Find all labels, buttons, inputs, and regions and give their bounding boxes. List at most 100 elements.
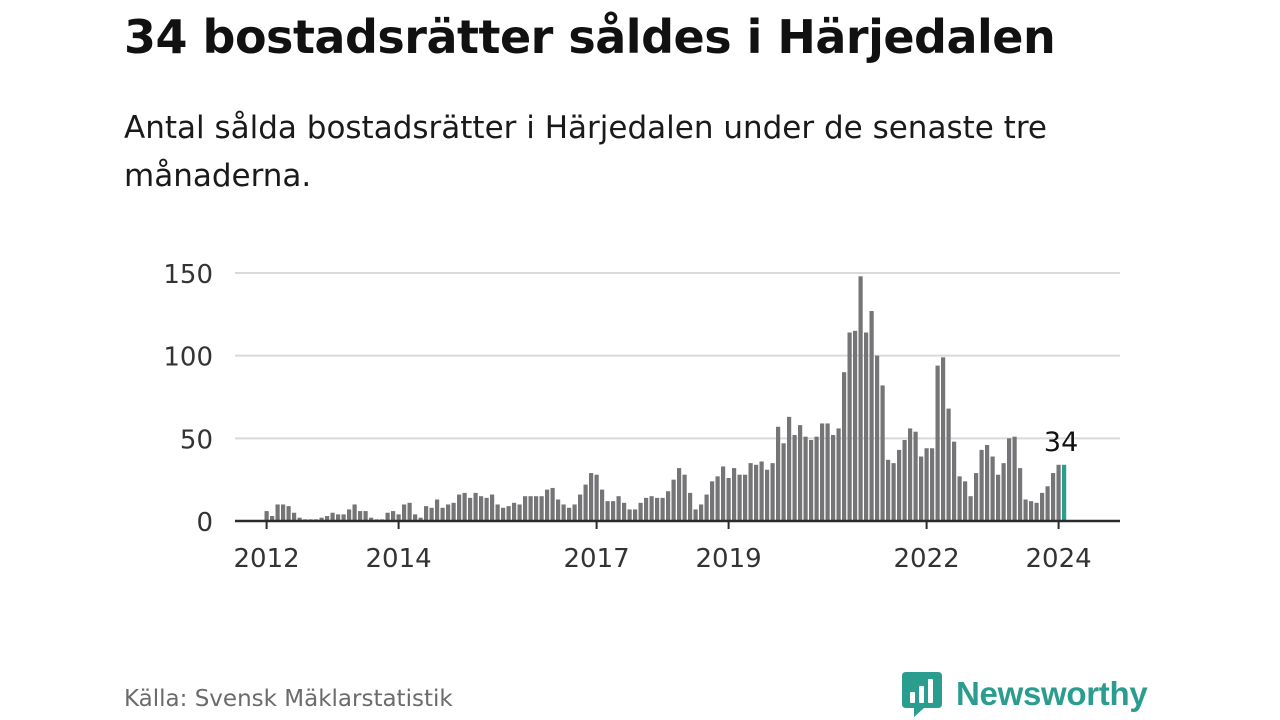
- bar: [440, 507, 445, 521]
- bar: [330, 512, 335, 521]
- y-tick-label: 100: [163, 343, 213, 373]
- bar: [946, 408, 951, 521]
- x-tick-label: 2017: [564, 544, 630, 574]
- bar: [418, 517, 423, 521]
- bar: [660, 497, 665, 521]
- bar: [847, 332, 852, 521]
- chart-subtitle: Antal sålda bostadsrätter i Härjedalen u…: [124, 110, 1047, 194]
- bar: [1045, 486, 1050, 521]
- bar: [572, 504, 577, 521]
- bar: [435, 499, 440, 521]
- bar: [275, 504, 280, 521]
- bar: [627, 509, 632, 521]
- bar: [424, 506, 429, 521]
- bar: [545, 489, 550, 521]
- bar: [831, 435, 836, 521]
- newsworthy-logo-icon: [902, 672, 942, 717]
- bar: [858, 276, 863, 521]
- bar: [484, 497, 489, 521]
- bar: [605, 501, 610, 521]
- bar: [743, 474, 748, 521]
- bar: [715, 476, 720, 521]
- bar: [820, 423, 825, 521]
- bar-series: [264, 276, 1067, 521]
- bar: [325, 516, 330, 521]
- bar: [319, 517, 324, 521]
- bar: [281, 504, 286, 521]
- bar: [550, 487, 555, 521]
- bar: [1001, 463, 1006, 521]
- bar: [952, 441, 957, 521]
- bar: [979, 449, 984, 521]
- bar: [644, 497, 649, 521]
- bar: [407, 502, 412, 521]
- bar: [369, 517, 374, 521]
- bar: [908, 428, 913, 521]
- bar: [457, 494, 462, 521]
- bar: [352, 504, 357, 521]
- x-tick-label: 2012: [234, 544, 300, 574]
- bar: [897, 449, 902, 521]
- bar: [358, 511, 363, 521]
- bar: [974, 473, 979, 521]
- bar: [363, 511, 368, 521]
- bar: [413, 514, 418, 521]
- bar: [501, 507, 506, 521]
- bar: [490, 494, 495, 521]
- bar: [968, 496, 973, 521]
- bar: [622, 502, 627, 521]
- bar: [721, 466, 726, 521]
- bar: [814, 436, 819, 521]
- highlight-bar: [1062, 464, 1067, 521]
- bar: [677, 468, 682, 521]
- bar: [770, 463, 775, 521]
- bar: [539, 496, 544, 521]
- bar: [963, 481, 968, 521]
- bar: [682, 474, 687, 521]
- bar: [446, 504, 451, 521]
- bar: [919, 456, 924, 521]
- bar: [935, 365, 940, 521]
- bar: [649, 496, 654, 521]
- bar: [732, 468, 737, 521]
- bar: [666, 491, 671, 521]
- bar: [1012, 436, 1017, 521]
- bar: [391, 511, 396, 521]
- bar: [924, 448, 929, 521]
- bar: [688, 492, 693, 521]
- data-labels: 34: [1044, 427, 1078, 458]
- bar: [787, 416, 792, 521]
- bar: [473, 492, 478, 521]
- bar: [1018, 468, 1023, 521]
- x-tick-label: 2022: [894, 544, 960, 574]
- bar: [737, 474, 742, 521]
- bar: [726, 478, 731, 521]
- bar: [611, 501, 616, 521]
- brand-logo[interactable]: Newsworthy: [900, 670, 1148, 718]
- chart-title: 34 bostadsrätter såldes i Härjedalen: [124, 10, 1056, 64]
- bar: [523, 496, 528, 521]
- bar: [292, 512, 297, 521]
- bar: [781, 443, 786, 521]
- bar: [798, 425, 803, 521]
- bar: [853, 330, 858, 521]
- bar: [792, 435, 797, 521]
- bar: [264, 511, 269, 521]
- bar: [869, 311, 874, 521]
- x-tick-label: 2019: [696, 544, 762, 574]
- bar: [776, 426, 781, 521]
- bar: [880, 385, 885, 521]
- x-axis-ticks: 2012 2014 2017 2019 2022 2024: [234, 521, 1092, 574]
- bar: [567, 507, 572, 521]
- bar: [710, 481, 715, 521]
- bar: [990, 456, 995, 521]
- y-axis-ticks: 0 50 100 150: [163, 260, 213, 538]
- bar: [534, 496, 539, 521]
- bar: [396, 514, 401, 521]
- bar: [561, 504, 566, 521]
- x-tick-label: 2014: [366, 544, 432, 574]
- bar: [1034, 502, 1039, 521]
- bar: [1023, 499, 1028, 521]
- bar: [1051, 473, 1056, 521]
- bar: [803, 436, 808, 521]
